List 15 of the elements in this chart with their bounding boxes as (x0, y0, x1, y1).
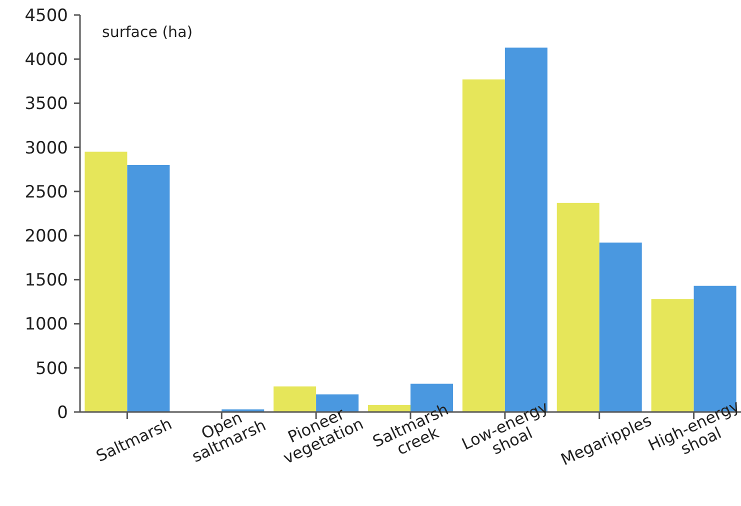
y-tick-label: 4500 (24, 6, 68, 26)
y-axis-title: surface (ha) (102, 23, 193, 41)
y-tick-label: 0 (57, 402, 68, 423)
y-tick-label: 1500 (24, 270, 68, 291)
bar (127, 164, 170, 412)
y-tick-label: 2500 (24, 182, 68, 202)
y-tick-label: 3000 (24, 138, 68, 158)
y-tick-label: 3500 (24, 94, 68, 114)
y-tick-label: 2000 (24, 226, 68, 247)
y-tick-label: 1000 (24, 314, 68, 335)
bar (556, 202, 600, 412)
y-tick-label: 500 (36, 358, 68, 379)
bar (599, 242, 642, 412)
bar (84, 152, 128, 412)
y-tick-label: 4000 (24, 50, 68, 70)
